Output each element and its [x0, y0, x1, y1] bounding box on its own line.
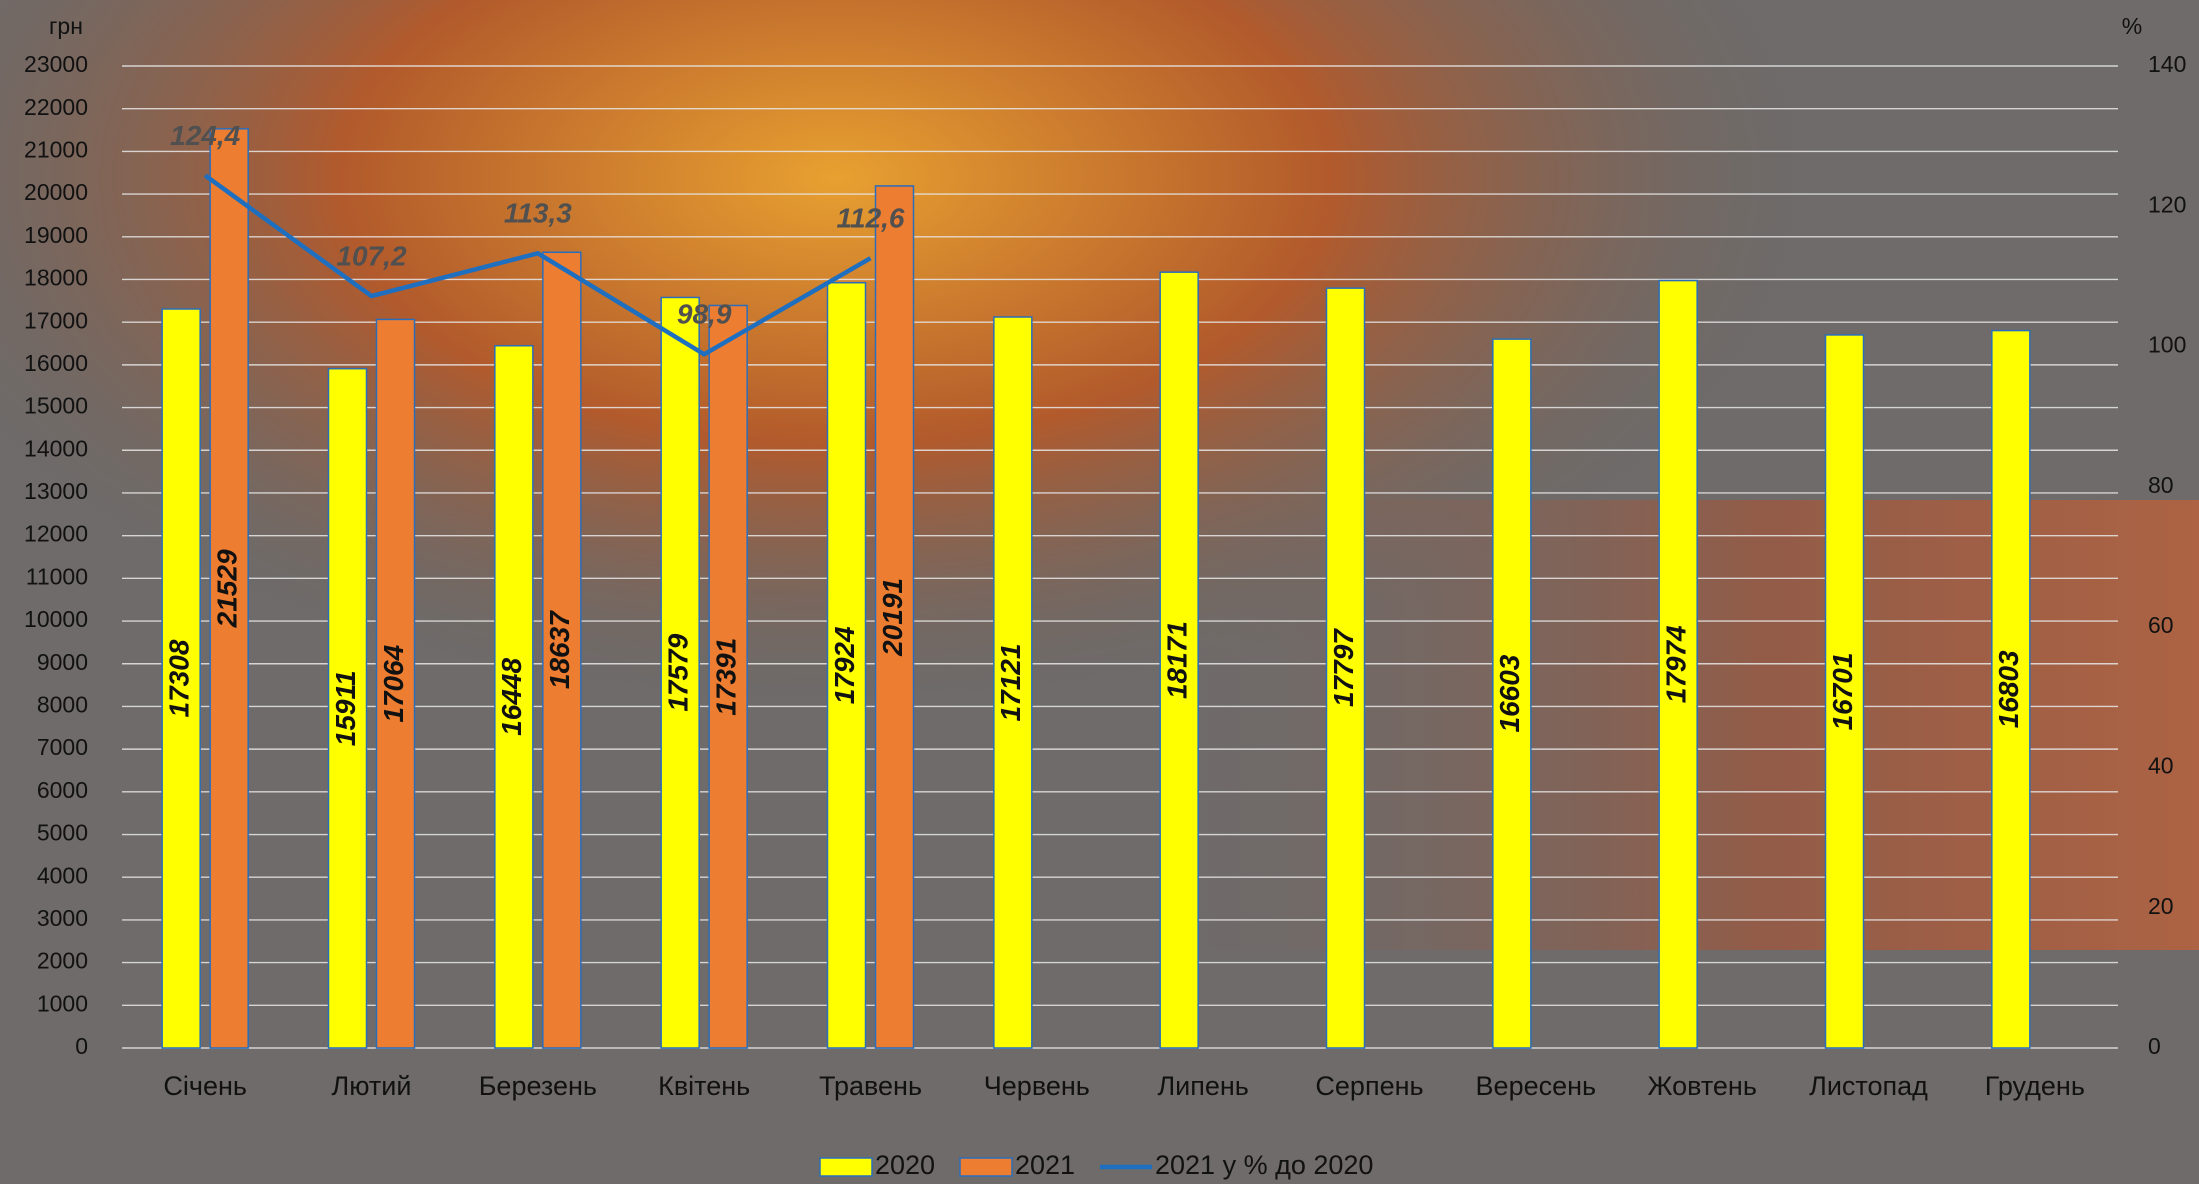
y-tick-label: 4000: [37, 862, 88, 888]
y-tick-label: 16000: [24, 350, 88, 376]
x-tick-label: Серпень: [1315, 1071, 1423, 1101]
y-tick-label: 9000: [37, 649, 88, 675]
y-tick-label: 10000: [24, 606, 88, 632]
legend-label: 2020: [875, 1150, 935, 1180]
y-tick-label: 23000: [24, 51, 88, 77]
bar-value-label: 17924: [829, 626, 860, 704]
y-tick-label: 11000: [26, 563, 88, 589]
x-tick-label: Червень: [984, 1071, 1090, 1101]
y-tick-label: 0: [75, 1033, 88, 1059]
y-tick-label: 1000: [37, 990, 88, 1016]
y-tick-label: 19000: [24, 222, 88, 248]
y-tick-label: 21000: [24, 136, 88, 162]
bar-value-label: 16448: [496, 658, 527, 736]
y-tick-label: 12000: [24, 521, 88, 547]
bar-value-label: 18171: [1162, 621, 1193, 699]
bar-value-label: 17579: [663, 633, 694, 711]
bar-value-label: 18637: [544, 610, 575, 689]
y2-tick-label: 0: [2148, 1033, 2161, 1059]
bar-value-label: 16803: [1993, 650, 2024, 728]
bar-value-label: 17308: [164, 639, 195, 717]
x-tick-label: Вересень: [1476, 1071, 1597, 1101]
line-value-label: 124,4: [170, 120, 240, 151]
y2-tick-label: 80: [2148, 472, 2174, 498]
y-tick-label: 20000: [24, 179, 88, 205]
y2-axis-unit: %: [2122, 13, 2142, 39]
line-value-label: 112,6: [837, 203, 905, 234]
bar-value-label: 20191: [877, 578, 908, 657]
y-tick-label: 17000: [24, 307, 88, 333]
x-tick-label: Лютий: [332, 1071, 412, 1101]
x-tick-label: Травень: [819, 1071, 922, 1101]
y2-tick-label: 20: [2148, 893, 2174, 919]
y2-tick-label: 100: [2148, 332, 2186, 358]
x-tick-label: Грудень: [1985, 1071, 2085, 1101]
y2-tick-label: 120: [2148, 191, 2186, 217]
bar-value-label: 16603: [1494, 654, 1525, 732]
y-tick-label: 13000: [24, 478, 88, 504]
y-tick-label: 7000: [37, 734, 88, 760]
bar-value-label: 17974: [1661, 625, 1692, 703]
bar-value-label: 17391: [711, 638, 742, 716]
line-value-label: 98,9: [677, 299, 732, 330]
y-tick-label: 3000: [37, 905, 88, 931]
x-tick-label: Листопад: [1809, 1071, 1928, 1101]
y-tick-label: 15000: [24, 393, 88, 419]
x-tick-label: Березень: [479, 1071, 597, 1101]
y-tick-label: 2000: [37, 948, 88, 974]
background-glow: [1100, 500, 2199, 950]
legend-swatch: [820, 1158, 872, 1176]
chart: грн % 0100020003000400050006000700080009…: [0, 0, 2199, 1184]
x-tick-label: Липень: [1157, 1071, 1248, 1101]
x-tick-label: Жовтень: [1647, 1071, 1756, 1101]
bar-value-label: 16701: [1827, 653, 1858, 731]
legend-label: 2021 у % до 2020: [1155, 1150, 1373, 1180]
y-tick-label: 14000: [24, 435, 88, 461]
y2-tick-label: 140: [2148, 51, 2186, 77]
y-tick-label: 8000: [37, 692, 88, 718]
line-value-label: 113,3: [504, 198, 572, 229]
bar-value-label: 17064: [378, 644, 409, 722]
x-tick-label: Квітень: [658, 1071, 750, 1101]
bar-value-label: 21529: [212, 549, 243, 628]
x-tick-label: Січень: [163, 1071, 247, 1101]
bar-value-label: 17797: [1328, 628, 1359, 707]
y-axis-unit: грн: [49, 13, 83, 39]
legend-swatch: [960, 1158, 1012, 1176]
bar-value-label: 15911: [330, 670, 361, 746]
y2-tick-label: 60: [2148, 612, 2174, 638]
y2-tick-label: 40: [2148, 753, 2174, 779]
y-tick-label: 18000: [24, 265, 88, 291]
y-tick-label: 22000: [24, 94, 88, 120]
line-value-label: 107,2: [336, 240, 406, 271]
bar-value-label: 17121: [995, 644, 1026, 722]
y-tick-label: 6000: [37, 777, 88, 803]
legend-label: 2021: [1015, 1150, 1075, 1180]
y-tick-label: 5000: [37, 820, 88, 846]
